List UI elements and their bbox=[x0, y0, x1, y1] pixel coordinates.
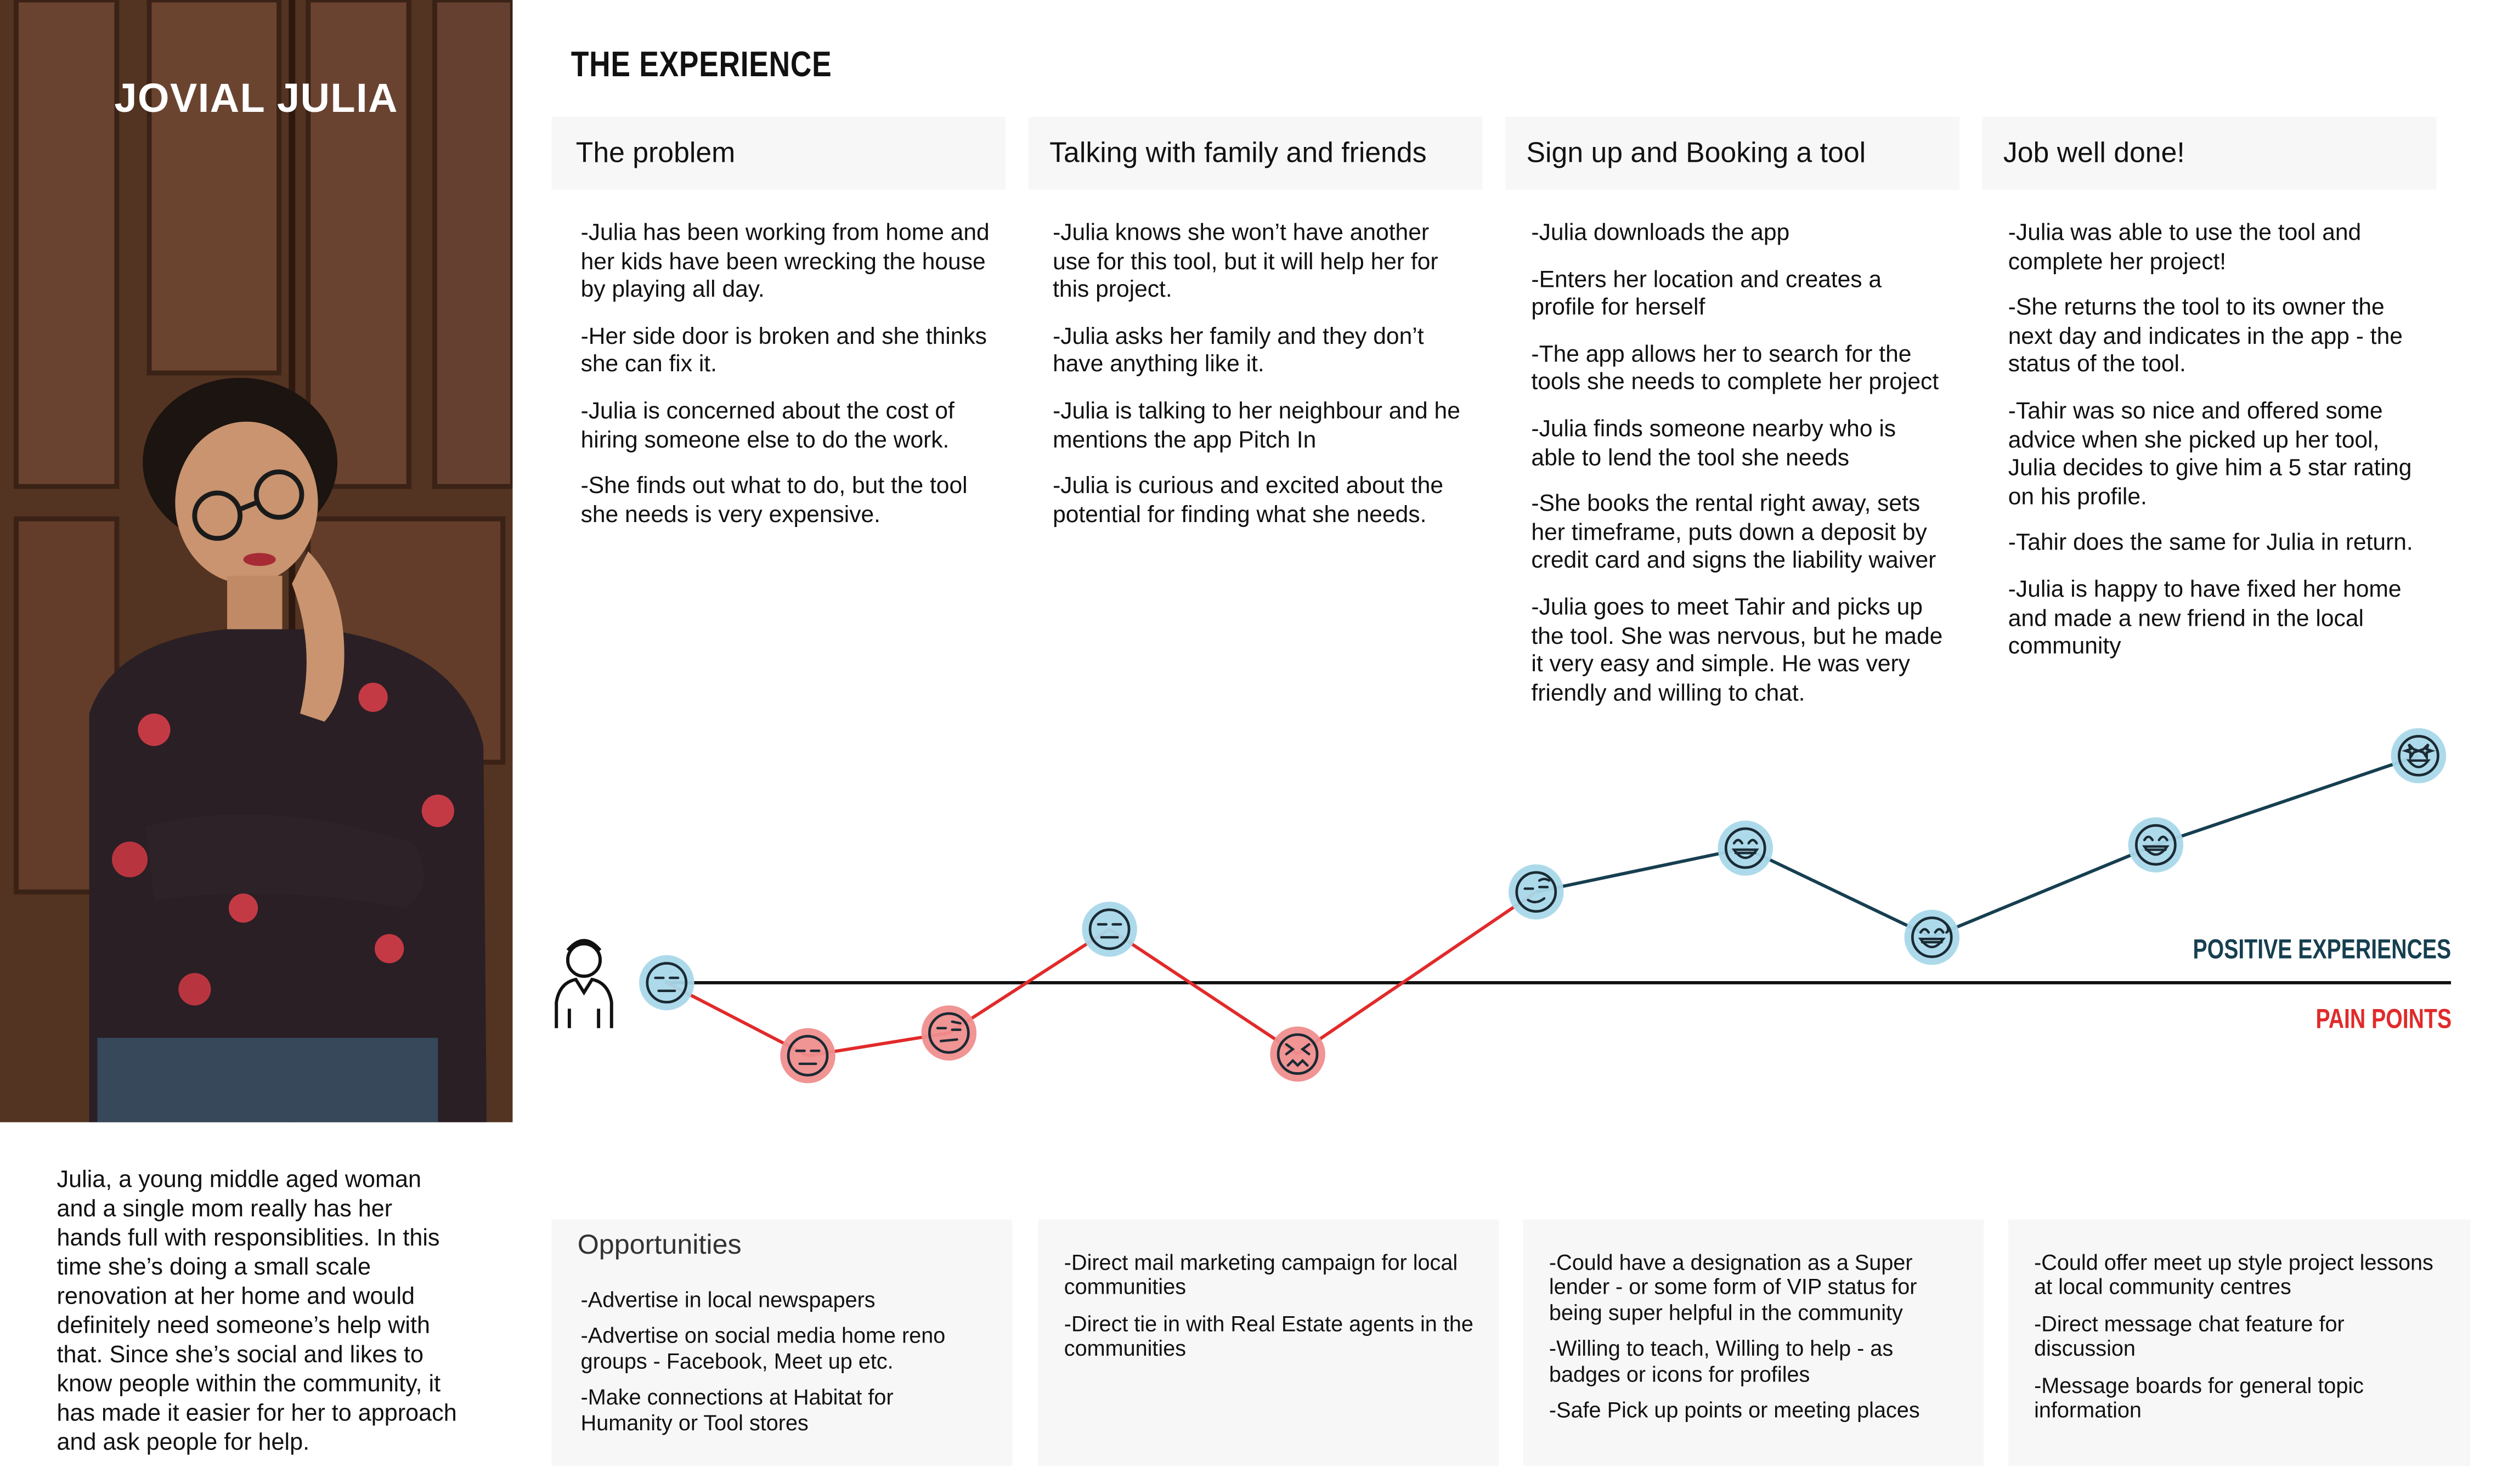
opportunities-title: Opportunities bbox=[577, 1229, 742, 1260]
opportunities-list: -Advertise in local newspapers -Advertis… bbox=[581, 1288, 986, 1447]
grinning-face-icon bbox=[2128, 817, 2184, 873]
opportunity-item: -Direct mail marketing campaign for loca… bbox=[1064, 1250, 1458, 1300]
stage-point: -Enters her location and creates a profi… bbox=[1531, 267, 1882, 322]
stage-point: -She finds out what to do, but the tool … bbox=[580, 473, 968, 529]
stage-point: -Julia was able to use the tool and comp… bbox=[2008, 220, 2362, 275]
opportunity-item: -Direct message chat feature for discuss… bbox=[2034, 1311, 2345, 1361]
legend-positive: POSITIVE EXPERIENCES bbox=[2193, 934, 2452, 965]
opportunities-box-3: -Could have a designation as a Super len… bbox=[1523, 1219, 1984, 1466]
journey-segment bbox=[2155, 754, 2419, 847]
stage-header-booking: Sign up and Booking a tool bbox=[1505, 116, 1960, 190]
raised-brow-face-icon bbox=[1509, 864, 1564, 920]
stage-point: -She returns the tool to its owner the n… bbox=[2008, 295, 2403, 379]
opportunities-list: -Could have a designation as a Super len… bbox=[1549, 1250, 1963, 1434]
stage-point: -Julia has been working from home and he… bbox=[580, 220, 990, 304]
stage-point: -The app allows her to search for the to… bbox=[1531, 342, 1939, 397]
journey-segment bbox=[948, 927, 1111, 1035]
stage-points-booking: -Julia downloads the app -Enters her loc… bbox=[1531, 220, 1945, 727]
stage-header-done: Job well done! bbox=[1982, 116, 2437, 190]
grinning-face-icon bbox=[1718, 820, 1774, 876]
expressionless-face-icon bbox=[780, 1028, 835, 1084]
journey-segment bbox=[1535, 846, 1746, 894]
journey-segment bbox=[1931, 843, 2156, 939]
opportunities-box-2: -Direct mail marketing campaign for loca… bbox=[1038, 1219, 1499, 1466]
stage-points-family: -Julia knows she won’t have another use … bbox=[1053, 220, 1466, 548]
journey-segment bbox=[1296, 890, 1537, 1056]
opportunity-item: -Make connections at Habitat for Humanit… bbox=[580, 1385, 894, 1435]
stage-points-done: -Julia was able to use the tool and comp… bbox=[2008, 220, 2422, 681]
stage-point: -Julia goes to meet Tahir and picks up t… bbox=[1531, 595, 1943, 707]
persona-photo-illustration bbox=[0, 0, 513, 1123]
legend-negative: PAIN POINTS bbox=[2315, 1004, 2452, 1035]
neutral-face-icon bbox=[639, 955, 694, 1011]
stage-point: -Julia knows she won’t have another use … bbox=[1053, 220, 1438, 304]
tired-face-icon bbox=[1270, 1026, 1325, 1082]
opportunity-item: -Willing to teach, Willing to help - as … bbox=[1549, 1336, 1894, 1386]
stage-point: -Julia downloads the app bbox=[1531, 220, 1790, 247]
stage-point: -Julia finds someone nearby who is able … bbox=[1531, 416, 1896, 472]
stage-point: -Tahir does the same for Julia in return… bbox=[2008, 530, 2413, 557]
stage-point: -Tahir was so nice and offered some advi… bbox=[2008, 399, 2412, 511]
experience-title: THE EXPERIENCE bbox=[571, 43, 832, 84]
opportunity-item: -Advertise on social media home reno gro… bbox=[580, 1324, 946, 1374]
opportunities-box-1: Opportunities -Advertise in local newspa… bbox=[551, 1219, 1013, 1466]
persona-photo: JOVIAL JULIA bbox=[0, 0, 513, 1123]
star-struck-face-icon bbox=[2391, 728, 2447, 784]
stage-point: -Julia is concerned about the cost of hi… bbox=[580, 399, 954, 454]
persona-name: JOVIAL JULIA bbox=[114, 76, 398, 122]
stage-header-family: Talking with family and friends bbox=[1028, 116, 1483, 190]
skeptical-face-icon bbox=[921, 1005, 977, 1061]
opportunities-list: -Could offer meet up style project lesso… bbox=[2034, 1250, 2448, 1434]
opportunities-list: -Direct mail marketing campaign for loca… bbox=[1064, 1250, 1478, 1373]
opportunities-box-4: -Could offer meet up style project lesso… bbox=[2008, 1219, 2471, 1466]
journey-segment bbox=[1108, 927, 1299, 1056]
stage-point: -Her side door is broken and she thinks … bbox=[580, 324, 987, 379]
opportunity-item: -Could offer meet up style project lesso… bbox=[2034, 1250, 2433, 1300]
sweat-smile-face-icon bbox=[1904, 909, 1960, 965]
stage-point: -Julia is happy to have fixed her home a… bbox=[2008, 577, 2402, 660]
opportunity-item: -Advertise in local newspapers bbox=[580, 1287, 876, 1312]
stage-points-problem: -Julia has been working from home and he… bbox=[581, 220, 995, 548]
neutral-face-icon bbox=[1082, 902, 1137, 957]
stage-point: -Julia asks her family and they don’t ha… bbox=[1053, 324, 1424, 379]
stage-point: -Julia is curious and excited about the … bbox=[1053, 473, 1444, 529]
journey-segment bbox=[1744, 846, 1933, 939]
persona-icon bbox=[555, 939, 613, 1028]
stage-point: -She books the rental right away, sets h… bbox=[1531, 491, 1936, 575]
opportunity-item: -Direct tie in with Real Estate agents i… bbox=[1064, 1311, 1473, 1361]
opportunity-item: -Message boards for general topic inform… bbox=[2034, 1373, 2364, 1423]
journey-map bbox=[555, 728, 2452, 1084]
stage-header-problem: The problem bbox=[551, 116, 1006, 190]
stage-point: -Julia is talking to her neighbour and h… bbox=[1053, 399, 1460, 454]
persona-description: Julia, a young middle aged woman and a s… bbox=[57, 1168, 457, 1457]
opportunity-item: -Could have a designation as a Super len… bbox=[1549, 1250, 1917, 1325]
opportunity-item: -Safe Pick up points or meeting places bbox=[1549, 1398, 1920, 1423]
